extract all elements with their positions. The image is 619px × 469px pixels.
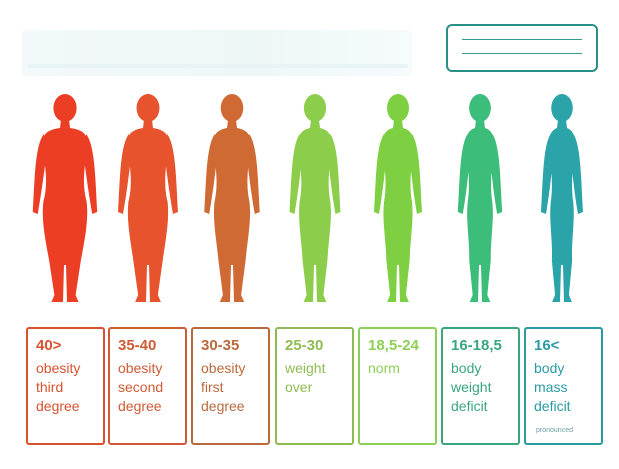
bmi-range: 25-30 <box>285 337 324 354</box>
bmi-note: pronounced <box>536 427 573 434</box>
logo-line <box>462 39 582 40</box>
bmi-card-deficit: 16-18,5 body weight deficit <box>441 327 520 445</box>
silhouette-obese3 <box>32 94 98 302</box>
bmi-range: 16< <box>534 337 560 354</box>
title-placeholder <box>22 30 412 76</box>
bmi-card-norm: 18,5-24 norm <box>358 327 437 445</box>
bmi-range: 30-35 <box>201 337 240 354</box>
bmi-card-obese3: 40> obesity third degree <box>26 327 105 445</box>
silhouettes-row <box>0 90 619 315</box>
silhouette-obese2 <box>118 94 178 302</box>
logo-line <box>462 53 582 54</box>
bmi-description: norm <box>368 360 400 376</box>
bmi-range: 35-40 <box>118 337 157 354</box>
bmi-range: 16-18,5 <box>451 337 502 354</box>
silhouette-over <box>289 94 341 302</box>
bmi-card-obese2: 35-40 obesity second degree <box>108 327 187 445</box>
bmi-description: obesity second degree <box>118 360 164 414</box>
silhouette-deficit <box>457 94 503 302</box>
bmi-description: obesity third degree <box>36 360 81 414</box>
silhouette-norm <box>374 94 422 302</box>
bmi-description: body mass deficit <box>534 360 571 414</box>
bmi-card-over: 25-30 weight over <box>275 327 354 445</box>
bmi-range: 18,5-24 <box>368 337 419 354</box>
bmi-card-severe: 16< body mass deficit pronounced <box>524 327 603 445</box>
silhouette-obese1 <box>204 94 260 302</box>
bmi-description: obesity first degree <box>201 360 246 414</box>
logo-placeholder-box <box>446 24 598 72</box>
bmi-description: body weight deficit <box>451 360 492 414</box>
bmi-range: 40> <box>36 337 62 354</box>
silhouette-severe <box>541 94 583 302</box>
bmi-card-obese1: 30-35 obesity first degree <box>191 327 270 445</box>
bmi-description: weight over <box>285 360 326 395</box>
